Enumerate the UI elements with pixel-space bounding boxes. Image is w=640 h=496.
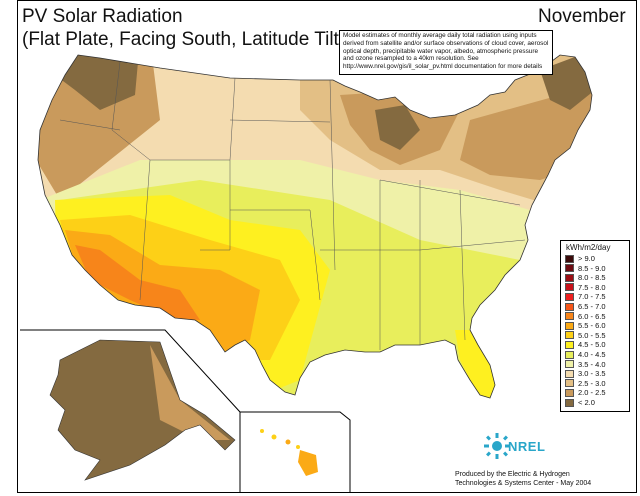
legend-entry: 5.5 - 6.0 xyxy=(565,321,606,330)
methodology-note: Model estimates of monthly average daily… xyxy=(339,30,553,75)
legend-entry: 6.0 - 6.5 xyxy=(565,312,606,321)
legend-label: 2.5 - 3.0 xyxy=(578,378,606,388)
legend: kWh/m2/day > 9.0 8.5 - 9.0 8.0 - 8.5 7.5 - … xyxy=(560,240,630,412)
legend-entry: 5.0 - 5.5 xyxy=(565,331,606,340)
legend-swatch xyxy=(565,398,574,407)
legend-entry: 2.0 - 2.5 xyxy=(565,388,606,397)
nrel-sun-logo-icon xyxy=(484,433,510,459)
legend-swatch xyxy=(565,254,574,263)
legend-label: 7.5 - 8.0 xyxy=(578,282,606,292)
legend-swatch xyxy=(565,312,574,321)
legend-label: 3.0 - 3.5 xyxy=(578,369,606,379)
legend-entry: 8.5 - 9.0 xyxy=(565,264,606,273)
legend-entry: 7.5 - 8.0 xyxy=(565,283,606,292)
legend-label: 5.0 - 5.5 xyxy=(578,330,606,340)
legend-entry: 4.5 - 5.0 xyxy=(565,340,606,349)
legend-label: 3.5 - 4.0 xyxy=(578,359,606,369)
state-boundaries xyxy=(59,61,526,350)
legend-label: 8.5 - 9.0 xyxy=(578,263,606,273)
legend-entry: 3.0 - 3.5 xyxy=(565,369,606,378)
legend-label: < 2.0 xyxy=(578,398,595,407)
legend-title: kWh/m2/day xyxy=(566,243,611,252)
hawaii-inset xyxy=(240,411,351,493)
legend-swatch xyxy=(565,273,574,282)
legend-entry: 4.0 - 4.5 xyxy=(565,350,606,359)
legend-label: 6.5 - 7.0 xyxy=(578,302,606,311)
credit-line-2: Technologies & Systems Center - May 2004 xyxy=(455,480,592,487)
legend-entry: 8.0 - 8.5 xyxy=(565,273,606,282)
legend-label: 8.0 - 8.5 xyxy=(578,273,606,283)
legend-swatch xyxy=(565,360,574,369)
legend-label: 4.5 - 5.0 xyxy=(578,340,606,350)
legend-swatch xyxy=(565,264,574,273)
legend-swatch xyxy=(565,331,574,340)
alaska-inset xyxy=(20,329,241,493)
legend-swatch xyxy=(565,350,574,359)
legend-swatch xyxy=(565,388,574,397)
legend-entry: 7.0 - 7.5 xyxy=(565,292,606,301)
legend-entry: 2.5 - 3.0 xyxy=(565,379,606,388)
legend-swatch xyxy=(565,283,574,292)
legend-swatch xyxy=(565,321,574,330)
legend-label: > 9.0 xyxy=(578,254,595,263)
legend-swatch xyxy=(565,340,574,349)
month-label: November xyxy=(538,6,626,27)
legend-swatch xyxy=(565,379,574,388)
legend-swatch xyxy=(565,302,574,311)
map-subtitle: (Flat Plate, Facing South, Latitude Tilt… xyxy=(22,29,346,50)
legend-label: 6.0 - 6.5 xyxy=(578,311,606,321)
legend-label: 5.5 - 6.0 xyxy=(578,321,606,331)
nrel-logo-text: NREL xyxy=(508,439,546,454)
legend-entry: > 9.0 xyxy=(565,254,595,263)
legend-entry: 3.5 - 4.0 xyxy=(565,360,606,369)
legend-entry: 6.5 - 7.0 xyxy=(565,302,606,311)
legend-swatch xyxy=(565,292,574,301)
legend-label: 2.0 - 2.5 xyxy=(578,388,606,398)
map-title: PV Solar Radiation xyxy=(22,6,183,27)
legend-label: 7.0 - 7.5 xyxy=(578,292,606,302)
credit-line-1: Produced by the Electric & Hydrogen xyxy=(455,471,570,478)
legend-swatch xyxy=(565,369,574,378)
legend-label: 4.0 - 4.5 xyxy=(578,350,606,359)
legend-entry: < 2.0 xyxy=(565,398,595,407)
